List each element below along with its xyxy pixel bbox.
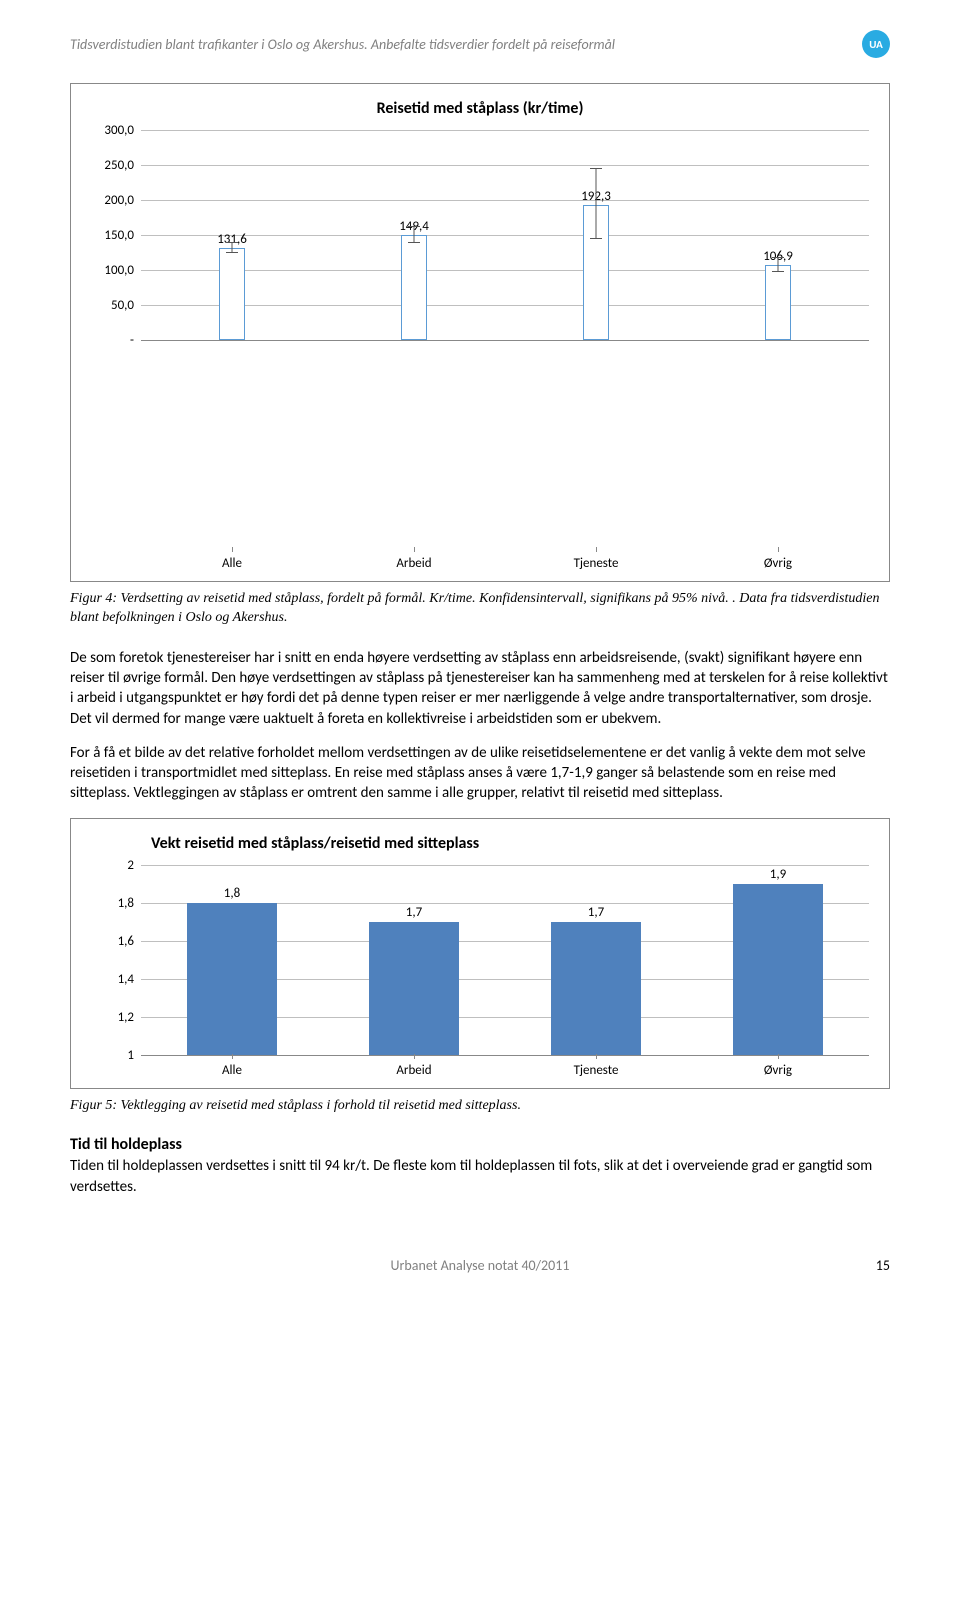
paragraph-1: De som foretok tjenestereiser har i snit… [70, 648, 890, 729]
chart-1-x-tick: Tjeneste [505, 552, 687, 571]
page-header: Tidsverdistudien blant trafikanter i Osl… [70, 30, 890, 58]
chart-1-y-tick: 300,0 [86, 123, 134, 138]
error-whisker [596, 169, 597, 239]
chart-1-y-tick: 200,0 [86, 193, 134, 208]
chart-1-y-tick: 50,0 [86, 298, 134, 313]
error-cap-bottom [226, 252, 238, 253]
chart-2-bar-label: 1,8 [224, 886, 240, 901]
error-whisker [414, 227, 415, 243]
header-title: Tidsverdistudien blant trafikanter i Osl… [70, 36, 615, 53]
chart-2-bar: 1,7 [369, 922, 459, 1055]
chart-1-area: 300,0250,0200,0150,0100,050,0-131,6149,4… [91, 130, 869, 340]
error-cap-top [408, 226, 420, 227]
chart-1-bar: 131,6 [219, 248, 245, 340]
error-cap-bottom [772, 271, 784, 272]
chart-2-area: 21,81,61,41,211,81,71,71,9 [91, 865, 869, 1055]
logo-badge: UA [862, 30, 890, 58]
chart-2-x-tick: Alle [141, 1059, 323, 1078]
error-cap-top [590, 168, 602, 169]
chart-1-title: Reisetid med ståplass (kr/time) [91, 99, 869, 118]
chart-2-y-tick: 1,8 [86, 896, 134, 911]
chart-1-x-tick: Alle [141, 552, 323, 571]
chart-1-bar: 149,4 [401, 235, 427, 340]
error-cap-top [226, 242, 238, 243]
chart-1-x-tick: Arbeid [323, 552, 505, 571]
chart-2-x-tick: Arbeid [323, 1059, 505, 1078]
error-cap-bottom [408, 242, 420, 243]
page-number: 15 [876, 1257, 890, 1274]
section-heading-holdeplass: Tid til holdeplass [70, 1135, 890, 1154]
chart-2-bar-label: 1,7 [588, 905, 604, 920]
chart-2-x-tick: Tjeneste [505, 1059, 687, 1078]
error-cap-top [772, 257, 784, 258]
chart-2-bar-label: 1,7 [406, 905, 422, 920]
chart-2-y-tick: 1,6 [86, 934, 134, 949]
chart-1-y-tick: 250,0 [86, 158, 134, 173]
chart-1-y-tick: - [86, 333, 134, 348]
error-whisker [778, 258, 779, 272]
chart-2-bar-label: 1,9 [770, 867, 786, 882]
figure-5-caption: Figur 5: Vektlegging av reisetid med stå… [70, 1097, 890, 1116]
chart-2-bar: 1,9 [733, 884, 823, 1055]
chart-1-y-tick: 100,0 [86, 263, 134, 278]
chart-1-container: Reisetid med ståplass (kr/time) 300,0 250… [70, 83, 890, 582]
chart-2-y-tick: 1 [86, 1048, 134, 1063]
paragraph-3: Tiden til holdeplassen verdsettes i snit… [70, 1156, 890, 1197]
chart-2-x-tick: Øvrig [687, 1059, 869, 1078]
paragraph-2: For å få et bilde av det relative forhol… [70, 743, 890, 804]
chart-2-y-tick: 2 [86, 858, 134, 873]
figure-4-caption: Figur 4: Verdsetting av reisetid med stå… [70, 590, 890, 628]
footer-text: Urbanet Analyse notat 40/2011 [391, 1257, 570, 1274]
chart-1-bar: 106,9 [765, 265, 791, 340]
chart-1-y-tick: 150,0 [86, 228, 134, 243]
chart-2-container: Vekt reisetid med ståplass/reisetid med … [70, 818, 890, 1089]
chart-2-y-tick: 1,4 [86, 972, 134, 987]
chart-2-bar: 1,7 [551, 922, 641, 1055]
chart-2-bar: 1,8 [187, 903, 277, 1055]
chart-2-title: Vekt reisetid med ståplass/reisetid med … [151, 834, 869, 853]
page-footer: Urbanet Analyse notat 40/2011 15 [70, 1257, 890, 1274]
error-cap-bottom [590, 238, 602, 239]
chart-1-x-tick: Øvrig [687, 552, 869, 571]
chart-2-y-tick: 1,2 [86, 1010, 134, 1025]
